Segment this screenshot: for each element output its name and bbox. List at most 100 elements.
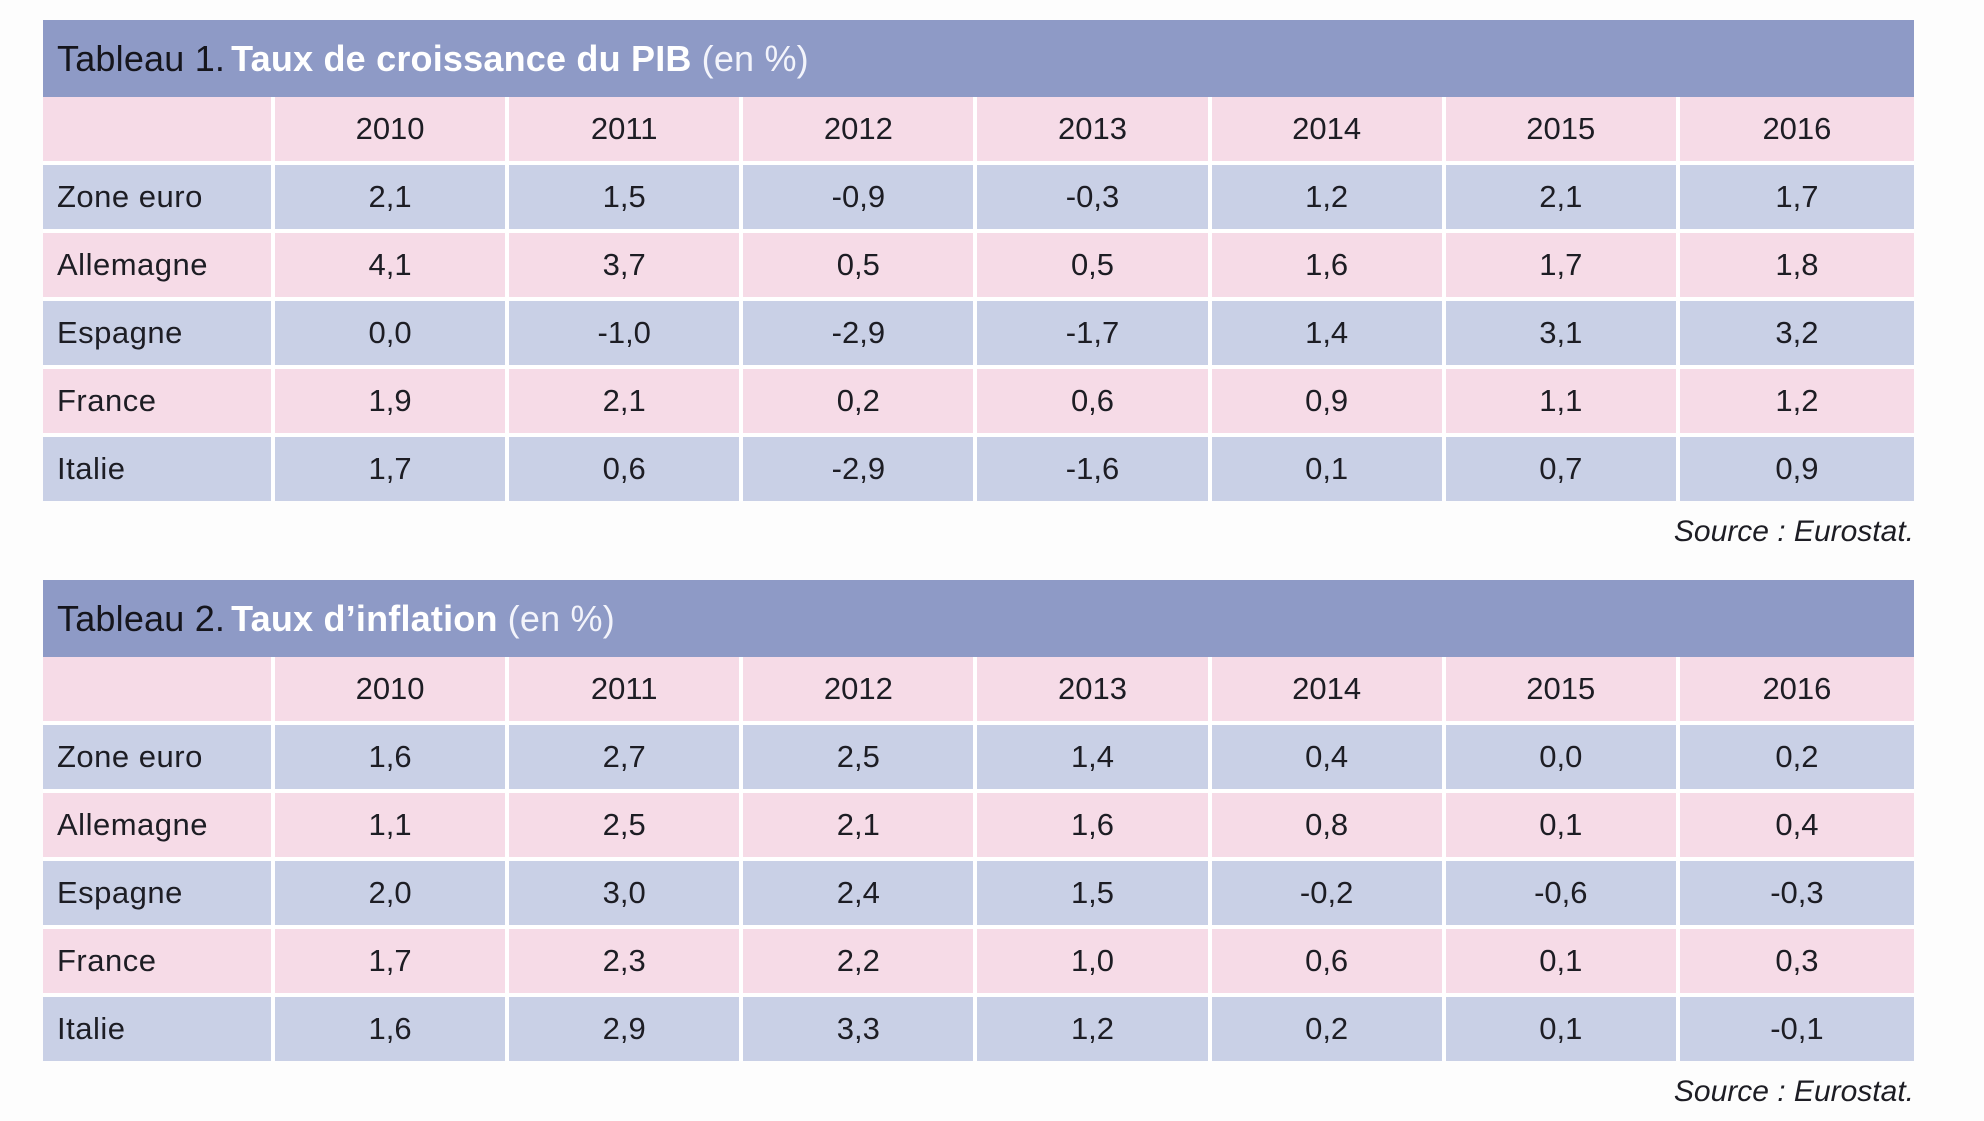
- table-header-row: 2010 2011 2012 2013 2014 2015 2016: [43, 657, 1914, 725]
- cell-value: 2,9: [509, 997, 744, 1061]
- cell-value: 2,1: [743, 793, 978, 861]
- table-title: Taux de croissance du PIB: [231, 37, 692, 79]
- cell-value: 0,6: [977, 369, 1212, 437]
- header-empty-cell: [43, 657, 275, 725]
- table-row: Italie 1,6 2,9 3,3 1,2 0,2 0,1 -0,1: [43, 997, 1914, 1061]
- cell-value: 1,2: [1211, 165, 1446, 233]
- table-row: France 1,7 2,3 2,2 1,0 0,6 0,1 0,3: [43, 929, 1914, 997]
- header-year: 2013: [977, 97, 1212, 165]
- cell-value: 0,2: [1679, 725, 1914, 793]
- cell-value: -0,2: [1211, 861, 1446, 929]
- cell-value: -0,3: [1679, 861, 1914, 929]
- table-row: Zone euro 2,1 1,5 -0,9 -0,3 1,2 2,1 1,7: [43, 165, 1914, 233]
- cell-value: 0,1: [1211, 437, 1446, 501]
- header-year: 2015: [1445, 97, 1680, 165]
- row-label: Zone euro: [43, 725, 275, 793]
- header-year: 2015: [1445, 657, 1680, 725]
- table-number: Tableau 2.: [57, 597, 226, 639]
- cell-value: 1,6: [275, 997, 510, 1061]
- source-note: Source : Eurostat.: [1673, 515, 1914, 548]
- header-year: 2012: [743, 657, 978, 725]
- cell-value: 1,6: [977, 793, 1212, 861]
- cell-value: 1,4: [1211, 301, 1446, 369]
- cell-value: 0,5: [743, 233, 978, 301]
- cell-value: 1,5: [977, 861, 1212, 929]
- cell-value: 2,1: [275, 165, 510, 233]
- cell-value: 2,7: [509, 725, 744, 793]
- cell-value: 0,1: [1445, 997, 1680, 1061]
- cell-value: 0,4: [1211, 725, 1446, 793]
- cell-value: 3,1: [1445, 301, 1680, 369]
- cell-value: 2,2: [743, 929, 978, 997]
- table-title-bar: Tableau 1. Taux de croissance du PIB (en…: [43, 20, 1914, 97]
- cell-value: 0,1: [1445, 929, 1680, 997]
- header-empty-cell: [43, 97, 275, 165]
- cell-value: 1,2: [1679, 369, 1914, 437]
- table-row: Allemagne 4,1 3,7 0,5 0,5 1,6 1,7 1,8: [43, 233, 1914, 301]
- row-label: Allemagne: [43, 793, 275, 861]
- row-label: Allemagne: [43, 233, 275, 301]
- cell-value: 0,9: [1211, 369, 1446, 437]
- table-row: Espagne 0,0 -1,0 -2,9 -1,7 1,4 3,1 3,2: [43, 301, 1914, 369]
- cell-value: 2,5: [509, 793, 744, 861]
- table-unit: (en %): [701, 37, 809, 79]
- cell-value: 1,2: [977, 997, 1212, 1061]
- cell-value: 2,1: [509, 369, 744, 437]
- table-row: France 1,9 2,1 0,2 0,6 0,9 1,1 1,2: [43, 369, 1914, 437]
- table-row: Allemagne 1,1 2,5 2,1 1,6 0,8 0,1 0,4: [43, 793, 1914, 861]
- cell-value: 2,4: [743, 861, 978, 929]
- header-year: 2011: [509, 97, 744, 165]
- row-label: Espagne: [43, 861, 275, 929]
- cell-value: 1,7: [275, 929, 510, 997]
- row-label: Italie: [43, 997, 275, 1061]
- table-number: Tableau 1.: [57, 37, 226, 79]
- cell-value: 1,5: [509, 165, 744, 233]
- header-year: 2010: [275, 97, 510, 165]
- cell-value: 1,9: [275, 369, 510, 437]
- cell-value: -2,9: [743, 437, 978, 501]
- cell-value: 0,4: [1679, 793, 1914, 861]
- cell-value: 2,5: [743, 725, 978, 793]
- cell-value: 2,1: [1445, 165, 1680, 233]
- cell-value: 0,6: [509, 437, 744, 501]
- gdp-growth-table-block: Tableau 1. Taux de croissance du PIB (en…: [43, 20, 1914, 549]
- header-year: 2011: [509, 657, 744, 725]
- cell-value: 0,5: [977, 233, 1212, 301]
- cell-value: 0,3: [1679, 929, 1914, 997]
- header-year: 2014: [1211, 657, 1446, 725]
- inflation-table: 2010 2011 2012 2013 2014 2015 2016 Zone …: [43, 657, 1914, 1061]
- table-row: Italie 1,7 0,6 -2,9 -1,6 0,1 0,7 0,9: [43, 437, 1914, 501]
- table-row: Zone euro 1,6 2,7 2,5 1,4 0,4 0,0 0,2: [43, 725, 1914, 793]
- cell-value: 0,2: [743, 369, 978, 437]
- cell-value: 1,1: [275, 793, 510, 861]
- cell-value: 0,7: [1445, 437, 1680, 501]
- cell-value: 0,2: [1211, 997, 1446, 1061]
- table-header-row: 2010 2011 2012 2013 2014 2015 2016: [43, 97, 1914, 165]
- cell-value: 1,6: [275, 725, 510, 793]
- header-year: 2014: [1211, 97, 1446, 165]
- cell-value: 3,3: [743, 997, 978, 1061]
- cell-value: 4,1: [275, 233, 510, 301]
- row-label: Zone euro: [43, 165, 275, 233]
- cell-value: -0,3: [977, 165, 1212, 233]
- header-year: 2013: [977, 657, 1212, 725]
- cell-value: -1,0: [509, 301, 744, 369]
- cell-value: 0,6: [1211, 929, 1446, 997]
- cell-value: -1,7: [977, 301, 1212, 369]
- cell-value: -0,1: [1679, 997, 1914, 1061]
- cell-value: 2,3: [509, 929, 744, 997]
- row-label: Italie: [43, 437, 275, 501]
- inflation-table-block: Tableau 2. Taux d’inflation (en %) 2010 …: [43, 580, 1914, 1109]
- cell-value: -1,6: [977, 437, 1212, 501]
- cell-value: -2,9: [743, 301, 978, 369]
- cell-value: 2,0: [275, 861, 510, 929]
- cell-value: 1,1: [1445, 369, 1680, 437]
- table-row: Espagne 2,0 3,0 2,4 1,5 -0,2 -0,6 -0,3: [43, 861, 1914, 929]
- header-year: 2016: [1679, 657, 1914, 725]
- cell-value: 0,0: [275, 301, 510, 369]
- cell-value: 1,7: [1445, 233, 1680, 301]
- cell-value: 1,0: [977, 929, 1212, 997]
- source-note: Source : Eurostat.: [1673, 1075, 1914, 1108]
- header-year: 2012: [743, 97, 978, 165]
- cell-value: 0,8: [1211, 793, 1446, 861]
